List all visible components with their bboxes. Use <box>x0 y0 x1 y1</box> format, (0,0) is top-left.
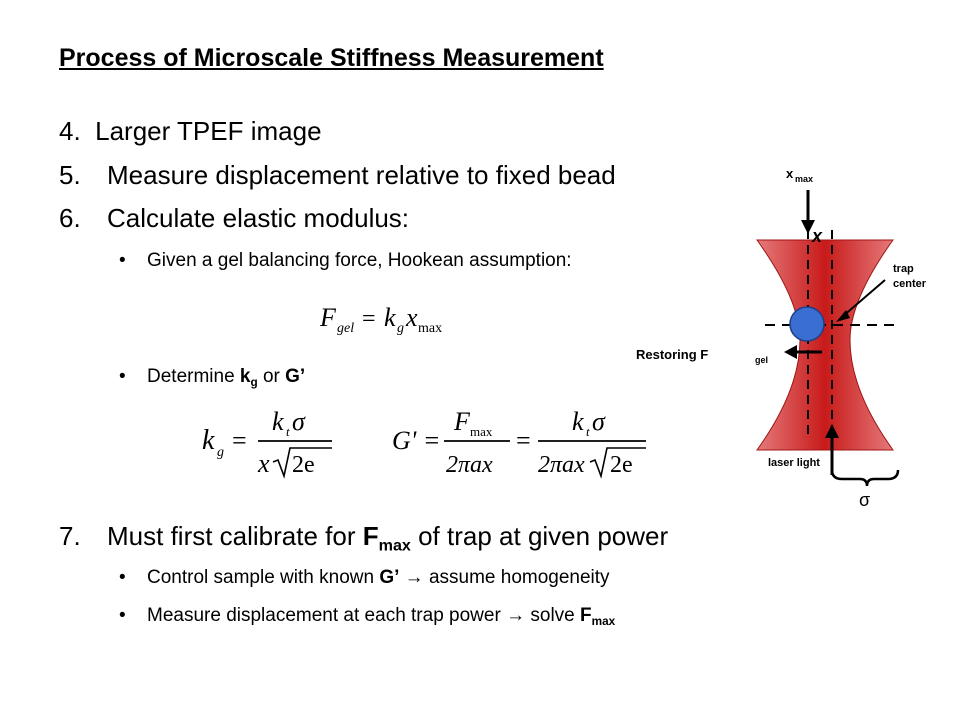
xmax-label-sub: max <box>795 174 813 184</box>
arrow-icon: → <box>404 567 424 588</box>
step-fmax-sub: max <box>378 536 411 555</box>
bullet-control-g: G’ <box>379 567 400 588</box>
bullet-marker: • <box>119 250 126 271</box>
optical-trap-diagram: x max x trap center Restoring F gel lase… <box>630 150 940 520</box>
trap-center-pointer <box>841 279 886 318</box>
eq-kg-den-x: x <box>257 449 270 478</box>
bullet-text: Measure displacement at each trap power <box>147 605 507 626</box>
eq-g-num2-sub: t <box>586 424 590 439</box>
restoring-label-sub: gel <box>755 355 768 365</box>
step-number: 7. <box>59 521 81 551</box>
eq-g-num1: F <box>453 407 471 436</box>
bullet-text: Given a gel balancing force, Hookean ass… <box>147 250 572 271</box>
step-text: Larger TPEF image <box>95 116 322 146</box>
eq-fgel-lhs: F <box>319 303 337 332</box>
laser-label: laser light <box>768 457 820 469</box>
eq-kg-sigma: σ <box>292 407 306 436</box>
eq-kg-lhs-sub: g <box>217 445 224 460</box>
step-text-before: Must first calibrate for <box>107 521 363 551</box>
eq-kg-sqrt <box>272 447 332 479</box>
eq-g-equals: = <box>516 426 531 455</box>
step-5: 5. Measure displacement relative to fixed… <box>59 160 616 191</box>
eq-g-lhs: G' = <box>392 426 440 455</box>
bullet-gel-force: • Given a gel balancing force, Hookean a… <box>119 250 572 272</box>
eq-fgel-k: k <box>384 303 396 332</box>
eq-kg-den-root: 2e <box>292 452 315 478</box>
eq-g-den2: 2πax <box>538 452 585 478</box>
eq-g-sigma: σ <box>592 407 606 436</box>
restoring-label: Restoring F <box>636 347 708 362</box>
bullet-kg-sub: g <box>250 376 258 390</box>
eq-g-num1-sub: max <box>470 424 493 439</box>
restoring-arrowhead <box>784 345 797 359</box>
step-4: 4. Larger TPEF image <box>59 116 322 147</box>
eq-g-den2-root: 2e <box>610 452 633 478</box>
trap-center-label-1: trap <box>893 263 914 275</box>
eq-g-den1: 2πax <box>446 452 493 478</box>
bullet-marker: • <box>119 605 126 626</box>
eq-fgel-lhs-sub: gel <box>337 321 354 336</box>
trap-center-pointer-head <box>836 310 850 322</box>
bullet-fmax: F <box>580 605 592 626</box>
xmax-arrowhead <box>801 220 815 234</box>
arrow-icon: → <box>506 605 526 626</box>
laser-beam <box>756 239 894 451</box>
eq-fgel-x-sub: max <box>418 321 442 336</box>
xmax-label: x <box>786 166 794 181</box>
step-number: 6. <box>59 203 81 233</box>
bullet-measure-suffix: solve <box>525 605 581 626</box>
laser-arrowhead <box>825 424 839 438</box>
eq-fgel-x: x <box>405 303 418 332</box>
bullet-measure: • Measure displacement at each trap powe… <box>119 605 616 629</box>
step-number: 5. <box>59 160 81 190</box>
bullet-kg: k <box>239 366 251 387</box>
sigma-brace <box>830 469 900 487</box>
bullet-text: Determine <box>147 366 240 387</box>
bullet-text: Control sample with known <box>147 567 380 588</box>
bullet-fmax-sub: max <box>591 615 616 629</box>
equation-kg: k g = k t σ x 2e <box>200 404 340 489</box>
step-fmax: F <box>362 521 379 551</box>
eq-kg-num: k <box>272 407 284 436</box>
step-text-after: of trap at given power <box>410 521 669 551</box>
equation-gprime: G' = F max 2πax = k t σ 2πax 2e <box>390 404 650 489</box>
bead <box>789 306 825 342</box>
page-title: Process of Microscale Stiffness Measurem… <box>59 44 604 72</box>
step-text: Measure displacement relative to fixed b… <box>107 160 616 190</box>
x-label: x <box>811 226 823 246</box>
eq-kg-lhs: k <box>202 425 215 456</box>
bullet-gprime: G’ <box>285 366 306 387</box>
bullet-marker: • <box>119 366 126 387</box>
bullet-marker: • <box>119 567 126 588</box>
eq-fgel-k-sub: g <box>397 321 404 336</box>
bullet-control: • Control sample with known G’ → assume … <box>119 567 610 589</box>
eq-g-sqrt <box>589 447 646 479</box>
step-number: 4. <box>59 116 81 146</box>
step-6: 6. Calculate elastic modulus: <box>59 203 409 234</box>
bullet-determine: • Determine kg or G’ <box>119 366 306 390</box>
step-text: Calculate elastic modulus: <box>107 203 410 233</box>
equation-fgel: F gel = k g x max <box>318 296 458 345</box>
sigma-label: σ <box>859 490 870 510</box>
eq-fgel-equals: = <box>362 306 376 332</box>
bullet-control-suffix: assume homogeneity <box>423 567 610 588</box>
trap-center-label-2: center <box>893 278 927 290</box>
eq-kg-num-sub: t <box>286 424 290 439</box>
bullet-or: or <box>257 366 286 387</box>
step-7: 7. Must first calibrate for Fmax of trap … <box>59 521 668 556</box>
eq-g-num2: k <box>572 407 584 436</box>
eq-kg-equals: = <box>232 426 247 455</box>
